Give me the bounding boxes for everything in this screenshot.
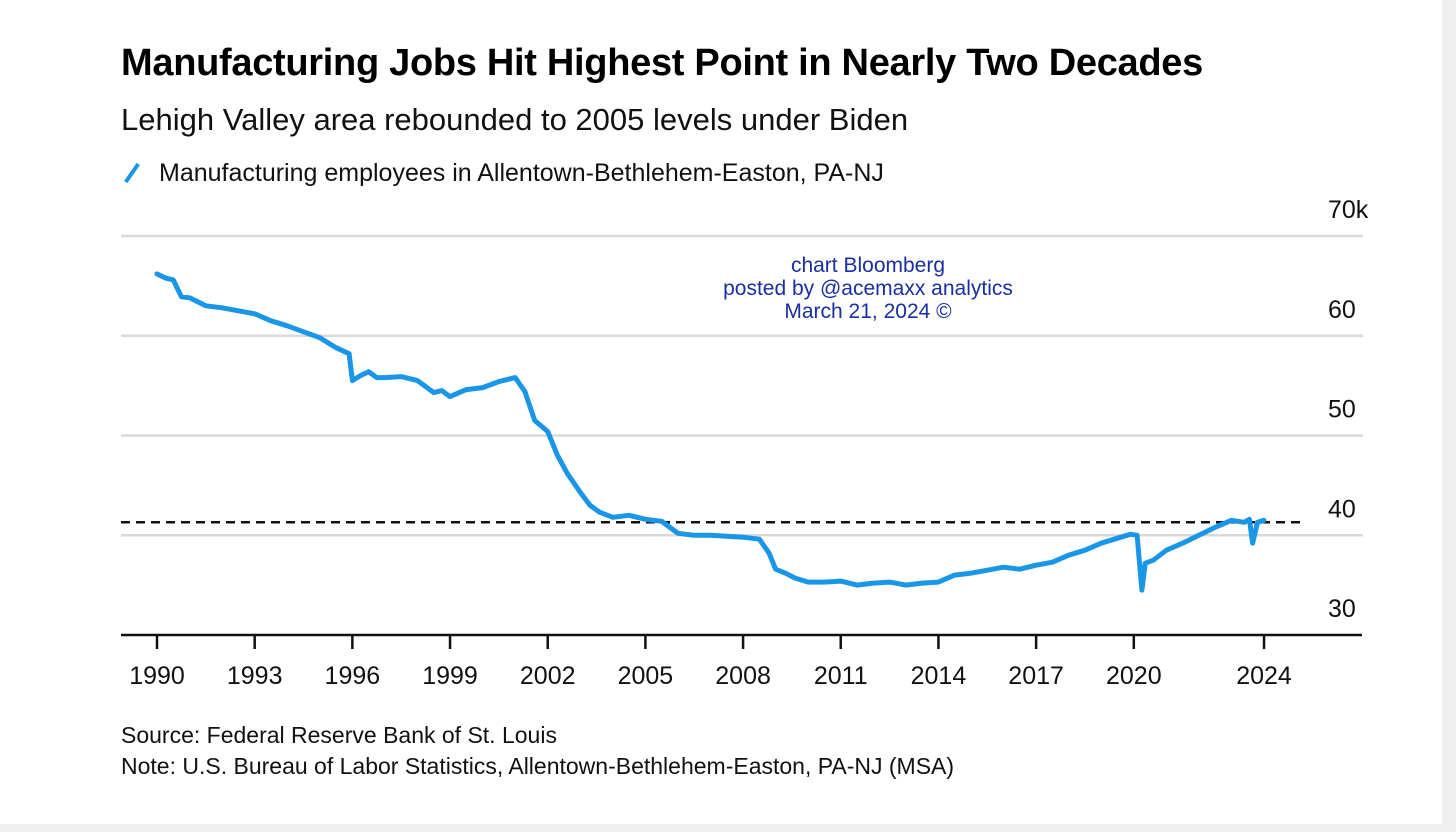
y-axis-labels: 30 40 50 60 70k [1328, 196, 1369, 623]
y-tick-label: 60 [1328, 296, 1356, 324]
x-tick-label: 2017 [1008, 662, 1064, 690]
watermark-line-2: posted by @acemaxx analytics [723, 277, 1013, 300]
watermark: chart Bloomberg posted by @acemaxx analy… [723, 254, 1013, 323]
gridlines [121, 234, 1363, 537]
line-chart: 30 40 50 60 70k 1990 1993 1996 1999 2002 2005 2008… [121, 196, 1369, 690]
y-tick-label: 30 [1328, 595, 1356, 623]
y-tick-label: 40 [1328, 495, 1356, 523]
legend: Manufacturing employees in Allentown-Bet… [121, 155, 884, 191]
x-axis: 1990 1993 1996 1999 2002 2005 2008 2011 2014 2017… [121, 633, 1362, 690]
source-note: Source: Federal Reserve Bank of St. Loui… [121, 722, 557, 748]
x-tick-label: 2024 [1236, 662, 1292, 690]
x-tick-label: 1990 [129, 662, 185, 690]
x-tick-label: 1993 [227, 662, 283, 690]
series-line [154, 271, 1267, 593]
series-group [154, 271, 1267, 593]
x-tick-label: 1999 [422, 662, 478, 690]
x-tick-label: 2011 [814, 662, 868, 690]
x-tick-label: 2020 [1106, 662, 1162, 690]
data-note: Note: U.S. Bureau of Labor Statistics, A… [121, 753, 955, 779]
legend-label: Manufacturing employees in Allentown-Bet… [159, 158, 884, 187]
x-tick-label: 2014 [911, 662, 967, 690]
y-tick-label: 50 [1328, 396, 1356, 424]
y-tick-label: 70k [1328, 196, 1369, 224]
watermark-line-3: March 21, 2024 © [784, 300, 952, 323]
watermark-line-1: chart Bloomberg [791, 254, 945, 277]
x-tick-label: 1996 [325, 662, 381, 690]
x-tick-label: 2008 [715, 662, 771, 690]
chart-title: Manufacturing Jobs Hit Highest Point in … [121, 42, 1203, 84]
x-tick-label: 2005 [618, 662, 674, 690]
chart-subtitle: Lehigh Valley area rebounded to 2005 lev… [121, 102, 909, 137]
x-tick-label: 2002 [520, 662, 576, 690]
